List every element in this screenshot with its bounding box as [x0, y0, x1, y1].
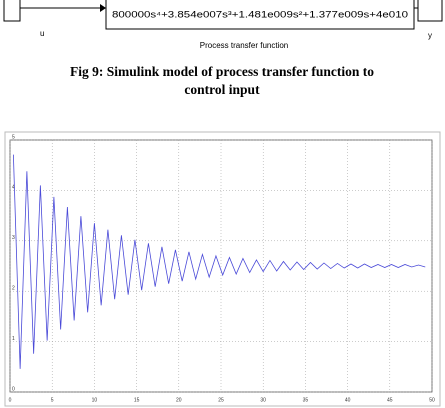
output-block — [417, 0, 443, 22]
transfer-function-block — [105, 0, 415, 30]
x-tick-label: 5 — [51, 397, 54, 403]
input-block — [3, 0, 21, 22]
y-tick-label: 4 — [12, 185, 15, 191]
x-tick-label: 10 — [92, 397, 98, 403]
x-tick-label: 25 — [218, 397, 224, 403]
x-tick-label: 35 — [303, 397, 309, 403]
caption: control input — [184, 82, 260, 97]
x-tick-label: 0 — [9, 397, 12, 403]
transfer-function: 800000s⁴+3.854e007s³+1.481e009s²+1.377e0… — [112, 9, 408, 19]
y-tick-label: 3 — [12, 235, 15, 241]
y-tick-label: 0 — [12, 386, 15, 392]
input-label: u — [40, 29, 44, 38]
arrow-head — [100, 4, 106, 12]
output-label: y — [428, 31, 432, 40]
x-tick-label: 20 — [176, 397, 182, 403]
y-tick-label: 1 — [12, 336, 15, 342]
x-tick-label: 40 — [345, 397, 351, 403]
x-tick-label: 45 — [387, 397, 393, 403]
block-label: Process transfer function — [200, 41, 288, 50]
line — [12, 154, 426, 369]
x-tick-label: 15 — [134, 397, 140, 403]
x-tick-label: 30 — [260, 397, 266, 403]
y-tick-label: 2 — [12, 286, 15, 292]
caption: Fig 9: Simulink model of process transfe… — [70, 64, 374, 79]
x-tick-label: 50 — [429, 397, 435, 403]
y-tick-label: 5 — [12, 134, 15, 140]
